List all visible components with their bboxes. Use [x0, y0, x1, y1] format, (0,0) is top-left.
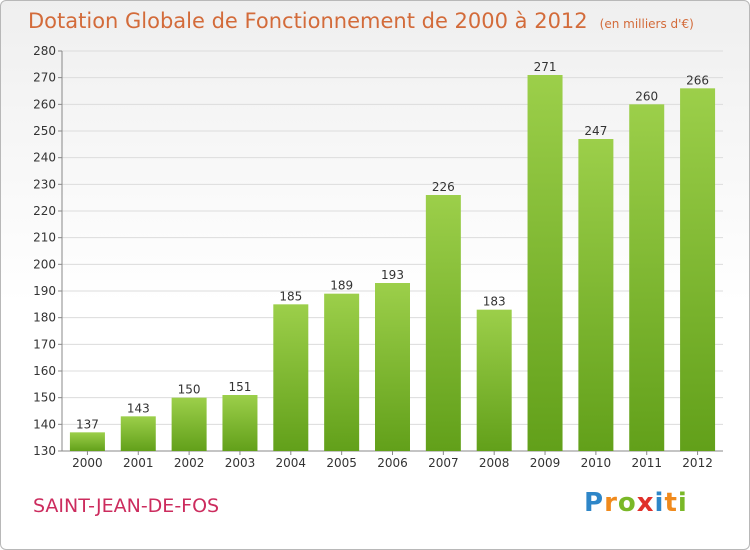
y-tick-label: 160 — [33, 364, 56, 378]
chart-title-text: Dotation Globale de Fonctionnement de 20… — [28, 9, 588, 33]
logo-letter: i — [654, 488, 665, 518]
bar-2000 — [69, 432, 105, 451]
logo-letter: i — [677, 488, 688, 518]
chart-title: Dotation Globale de Fonctionnement de 20… — [28, 9, 694, 33]
y-tick-label: 210 — [33, 231, 56, 245]
x-tick-label-2001: 2001 — [123, 456, 154, 470]
commune-name: SAINT-JEAN-DE-FOS — [33, 495, 220, 517]
logo-letter: t — [664, 488, 678, 518]
y-tick-label: 200 — [33, 257, 56, 271]
x-tick-label-2009: 2009 — [530, 456, 561, 470]
bar-2012 — [680, 88, 716, 451]
value-label-2009: 271 — [534, 60, 557, 74]
bar-2003 — [222, 395, 258, 451]
logo-letter: r — [604, 488, 618, 518]
x-tick-label-2002: 2002 — [174, 456, 205, 470]
bar-2008 — [476, 309, 512, 451]
x-tick-label-2004: 2004 — [276, 456, 307, 470]
y-tick-label: 220 — [33, 204, 56, 218]
bar-2006 — [375, 283, 410, 451]
x-tick-label-2007: 2007 — [428, 456, 459, 470]
x-tick-label-2012: 2012 — [682, 456, 713, 470]
value-label-2007: 226 — [432, 180, 455, 194]
bar-2010 — [578, 139, 614, 451]
y-tick-label: 240 — [33, 151, 56, 165]
y-tick-label: 280 — [33, 44, 56, 58]
value-label-2004: 185 — [279, 289, 302, 303]
y-tick-label: 170 — [33, 337, 56, 351]
x-tick-label-2003: 2003 — [225, 456, 256, 470]
y-tick-label: 150 — [33, 391, 56, 405]
x-tick-label-2006: 2006 — [377, 456, 408, 470]
bar-2002 — [171, 397, 207, 451]
proxiti-logo: Proxiti — [584, 488, 688, 518]
bar-2001 — [120, 416, 156, 451]
y-tick-label: 140 — [33, 417, 56, 431]
y-tick-label: 250 — [33, 124, 56, 138]
value-label-2003: 151 — [229, 380, 252, 394]
y-tick-label: 130 — [33, 444, 56, 458]
value-label-2002: 150 — [178, 383, 201, 397]
x-tick-label-2011: 2011 — [631, 456, 662, 470]
y-tick-label: 270 — [33, 71, 56, 85]
bar-2004 — [273, 304, 309, 451]
x-tick-label-2005: 2005 — [326, 456, 357, 470]
bar-2005 — [324, 293, 360, 451]
logo-letter: P — [584, 488, 605, 518]
x-tick-label-2000: 2000 — [72, 456, 103, 470]
bar-2007 — [425, 195, 461, 451]
data-labels: 137 143 150 151 185 189 193 226 183 271 247 260 266 — [76, 60, 709, 431]
value-label-2000: 137 — [76, 417, 99, 431]
value-label-2006: 193 — [381, 268, 404, 282]
value-label-2008: 183 — [483, 295, 506, 309]
y-tick-label: 230 — [33, 177, 56, 191]
value-label-2001: 143 — [127, 401, 150, 415]
y-tick-label: 180 — [33, 311, 56, 325]
value-label-2011: 260 — [635, 89, 658, 103]
bars — [69, 75, 716, 451]
bar-2011 — [629, 104, 665, 451]
chart-subtitle: (en milliers d'€) — [599, 17, 694, 31]
y-tick-label: 190 — [33, 284, 56, 298]
value-label-2012: 266 — [686, 73, 709, 87]
axes: 130 140 150 160 170 180 190 200 210 220 230 240 250 2… — [33, 44, 723, 470]
logo-letter: x — [636, 488, 655, 518]
logo-letter: o — [617, 488, 637, 518]
value-label-2005: 189 — [330, 279, 353, 293]
bar-2009 — [527, 75, 563, 451]
y-tick-label: 260 — [33, 97, 56, 111]
x-tick-label-2010: 2010 — [581, 456, 612, 470]
x-tick-label-2008: 2008 — [479, 456, 510, 470]
value-label-2010: 247 — [584, 124, 607, 138]
